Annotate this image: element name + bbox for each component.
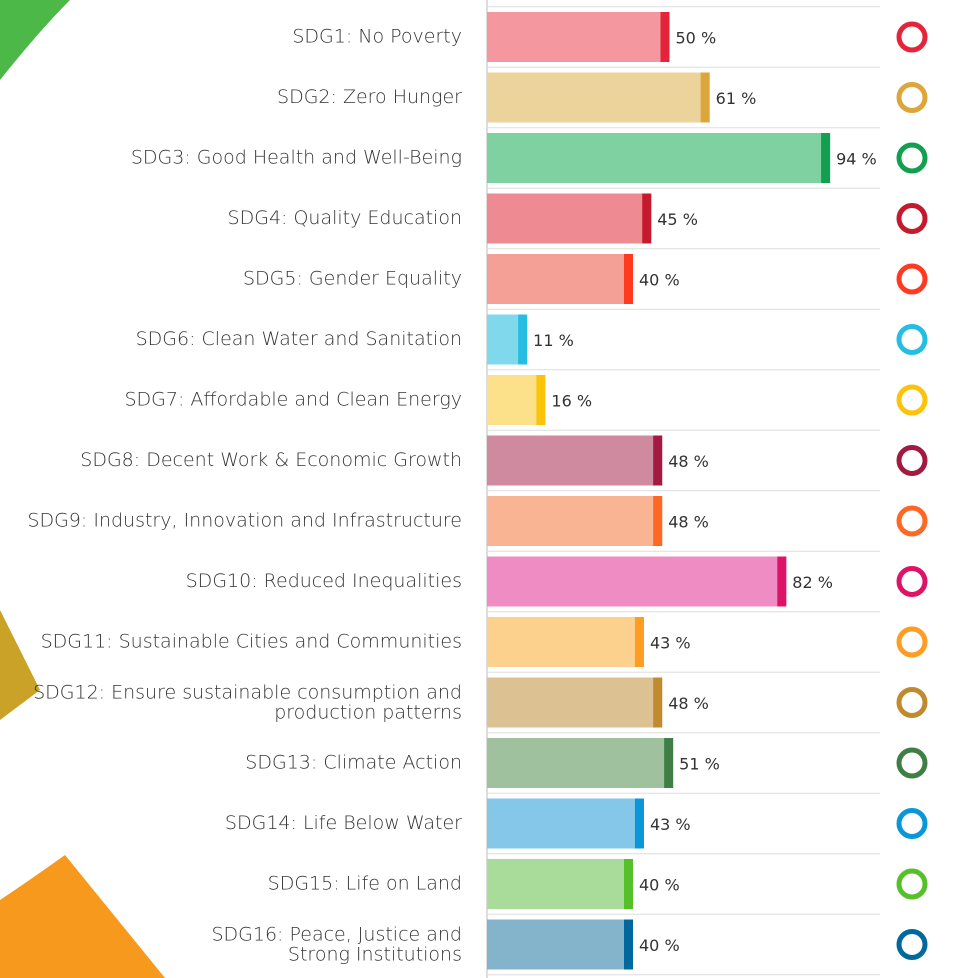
bar <box>487 738 674 788</box>
value-label: 94 % <box>836 150 877 169</box>
value-label: 43 % <box>650 815 691 834</box>
sdg-icon <box>896 82 928 113</box>
category-label: SDG14: Life Below Water <box>225 812 462 834</box>
bar-cap <box>624 254 633 304</box>
bar <box>487 617 644 667</box>
category-label: SDG3: Good Health and Well-Being <box>131 147 462 169</box>
bar-cap <box>624 859 633 909</box>
category-label: SDG8: Decent Work & Economic Growth <box>80 449 462 471</box>
sdg-icon <box>896 263 928 295</box>
sdg-icon <box>896 747 928 779</box>
bar-cap <box>653 496 663 546</box>
category-label: SDG6: Clean Water and Sanitation <box>136 328 462 350</box>
category-label: SDG10: Reduced Inequalities <box>186 570 462 592</box>
value-label: 48 % <box>668 452 709 471</box>
value-label: 45 % <box>657 210 698 229</box>
category-label: SDG12: Ensure sustainable consumption an… <box>33 681 462 723</box>
bar <box>487 133 831 183</box>
category-label: SDG1: No Poverty <box>292 26 462 48</box>
bar <box>487 919 633 970</box>
sdg-icon <box>896 808 928 839</box>
bar-cap <box>660 12 670 62</box>
value-label: 61 % <box>716 89 757 108</box>
bar-cap <box>653 435 663 486</box>
sdg-icon <box>896 505 928 537</box>
bar-cap <box>700 72 710 123</box>
category-label: SDG7: Affordable and Clean Energy <box>124 389 462 411</box>
value-label: 40 % <box>639 936 680 955</box>
bar-cap <box>536 375 546 425</box>
bar-cap <box>664 738 674 788</box>
bar-cap <box>642 193 652 244</box>
sdg-icon <box>896 324 928 355</box>
category-label: SDG11: Sustainable Cities and Communitie… <box>41 631 462 653</box>
bar-cap <box>518 314 528 365</box>
bar <box>487 556 787 607</box>
category-label: SDG13: Climate Action <box>245 752 462 774</box>
sdg-icon <box>896 203 928 234</box>
decor-corner <box>0 0 70 80</box>
sdg-icon <box>896 626 928 658</box>
value-label: 43 % <box>650 634 691 653</box>
category-label: SDG9: Industry, Innovation and Infrastru… <box>27 510 462 532</box>
sdg-icon <box>896 384 928 416</box>
bar <box>487 859 633 909</box>
bar <box>487 12 670 62</box>
category-label: SDG2: Zero Hunger <box>277 86 462 108</box>
sdg-icon <box>896 445 928 476</box>
sdg-icon <box>896 929 928 960</box>
bar <box>487 496 663 546</box>
value-label: 40 % <box>639 271 680 290</box>
bar <box>487 254 633 304</box>
sdg-icon <box>896 142 928 174</box>
sdg-icon <box>896 687 928 718</box>
bar <box>487 72 710 123</box>
bar-cap <box>821 133 831 183</box>
bar-cap <box>653 677 663 728</box>
category-label: SDG16: Peace, Justice and Strong Institut… <box>211 923 462 965</box>
bar-cap <box>624 919 633 970</box>
decor-shape <box>0 610 40 720</box>
bar <box>487 677 663 728</box>
value-label: 82 % <box>792 573 833 592</box>
bar <box>487 798 644 849</box>
bar <box>487 193 652 244</box>
bar <box>487 375 546 425</box>
sdg-icon <box>896 21 928 53</box>
sdg-icon <box>896 868 928 900</box>
value-label: 16 % <box>551 392 592 411</box>
value-label: 11 % <box>533 331 574 350</box>
decor-shape <box>0 855 165 978</box>
sdg-icon <box>896 566 928 597</box>
value-label: 51 % <box>679 755 720 774</box>
value-label: 48 % <box>668 694 709 713</box>
value-label: 50 % <box>676 29 717 48</box>
bar <box>487 435 663 486</box>
value-label: 48 % <box>668 513 709 532</box>
category-label: SDG4: Quality Education <box>228 207 462 229</box>
category-label: SDG15: Life on Land <box>268 873 462 895</box>
category-label: SDG5: Gender Equality <box>243 268 462 290</box>
bar-cap <box>777 556 787 607</box>
bar-cap <box>634 798 644 849</box>
bar-cap <box>634 617 644 667</box>
value-label: 40 % <box>639 876 680 895</box>
